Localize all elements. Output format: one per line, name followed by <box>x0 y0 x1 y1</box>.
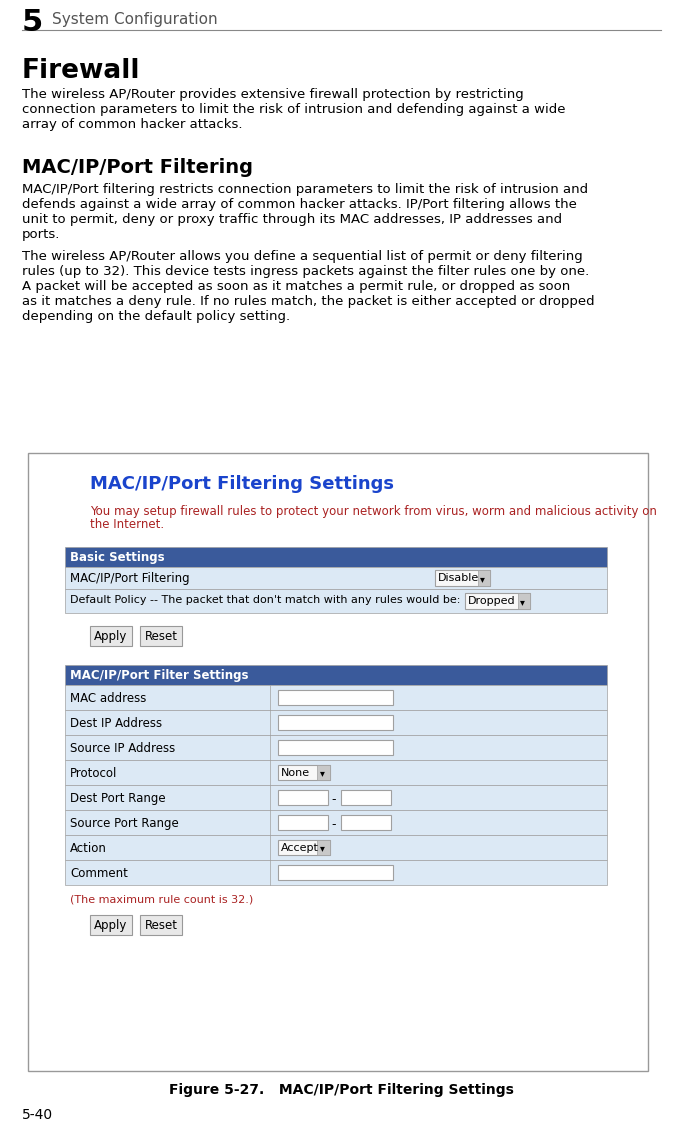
Bar <box>278 740 393 755</box>
Text: Firewall: Firewall <box>22 58 141 83</box>
Text: A packet will be accepted as soon as it matches a permit rule, or dropped as soo: A packet will be accepted as soon as it … <box>22 280 570 293</box>
Bar <box>65 666 607 685</box>
Text: Dropped: Dropped <box>468 596 516 606</box>
Text: MAC/IP/Port filtering restricts connection parameters to limit the risk of intru: MAC/IP/Port filtering restricts connecti… <box>22 183 588 196</box>
Bar <box>90 915 132 935</box>
Text: The wireless AP/Router provides extensive firewall protection by restricting: The wireless AP/Router provides extensiv… <box>22 88 524 102</box>
Text: depending on the default policy setting.: depending on the default policy setting. <box>22 310 290 323</box>
Bar <box>478 570 490 587</box>
Text: 5: 5 <box>22 8 43 37</box>
Bar <box>278 690 393 705</box>
Text: Dest Port Range: Dest Port Range <box>70 792 165 805</box>
Bar <box>65 735 607 760</box>
Bar <box>65 835 607 860</box>
Bar <box>65 810 607 835</box>
Text: Apply: Apply <box>94 631 128 643</box>
Bar <box>317 840 330 855</box>
Text: ▾: ▾ <box>520 597 525 607</box>
Text: System Configuration: System Configuration <box>52 12 218 27</box>
Text: Protocol: Protocol <box>70 767 117 779</box>
Bar <box>278 840 330 855</box>
Bar <box>435 570 490 587</box>
Bar <box>90 626 132 646</box>
Bar <box>317 765 330 779</box>
Text: MAC/IP/Port Filtering Settings: MAC/IP/Port Filtering Settings <box>90 475 394 493</box>
Text: ports.: ports. <box>22 228 60 241</box>
Text: Source Port Range: Source Port Range <box>70 817 179 830</box>
Text: You may setup firewall rules to protect your network from virus, worm and malici: You may setup firewall rules to protect … <box>90 505 657 518</box>
Bar <box>65 860 607 885</box>
Bar <box>65 785 607 810</box>
Bar <box>278 715 393 730</box>
Text: unit to permit, deny or proxy traffic through its MAC addresses, IP addresses an: unit to permit, deny or proxy traffic th… <box>22 213 562 226</box>
Text: array of common hacker attacks.: array of common hacker attacks. <box>22 118 242 131</box>
Bar <box>465 593 530 609</box>
Text: as it matches a deny rule. If no rules match, the packet is either accepted or d: as it matches a deny rule. If no rules m… <box>22 296 595 308</box>
Text: -: - <box>331 793 335 807</box>
Text: MAC/IP/Port Filtering: MAC/IP/Port Filtering <box>70 572 190 585</box>
Text: the Internet.: the Internet. <box>90 518 164 531</box>
Bar <box>28 453 648 1070</box>
Bar <box>341 816 391 830</box>
Text: Default Policy -- The packet that don't match with any rules would be:: Default Policy -- The packet that don't … <box>70 594 460 605</box>
Text: Accept: Accept <box>281 843 319 853</box>
Text: MAC address: MAC address <box>70 691 146 705</box>
Text: ▾: ▾ <box>320 843 325 853</box>
Text: 5-40: 5-40 <box>22 1108 53 1122</box>
Bar <box>518 593 530 609</box>
Bar <box>278 816 328 830</box>
Text: Comment: Comment <box>70 867 128 880</box>
Bar <box>65 589 607 613</box>
Text: None: None <box>281 768 310 778</box>
Text: Basic Settings: Basic Settings <box>70 550 165 564</box>
Text: Action: Action <box>70 841 107 855</box>
Bar <box>341 790 391 805</box>
Bar <box>140 915 182 935</box>
Text: Source IP Address: Source IP Address <box>70 742 176 755</box>
Text: Figure 5-27.   MAC/IP/Port Filtering Settings: Figure 5-27. MAC/IP/Port Filtering Setti… <box>169 1083 514 1098</box>
Text: (The maximum rule count is 32.): (The maximum rule count is 32.) <box>70 895 253 905</box>
Text: MAC/IP/Port Filter Settings: MAC/IP/Port Filter Settings <box>70 669 249 682</box>
Text: The wireless AP/Router allows you define a sequential list of permit or deny fil: The wireless AP/Router allows you define… <box>22 250 583 263</box>
Text: Apply: Apply <box>94 919 128 932</box>
Text: connection parameters to limit the risk of intrusion and defending against a wid: connection parameters to limit the risk … <box>22 103 566 116</box>
Text: Dest IP Address: Dest IP Address <box>70 717 162 730</box>
Bar <box>140 626 182 646</box>
Text: Reset: Reset <box>145 631 178 643</box>
Text: Disable: Disable <box>438 573 479 583</box>
Text: ▾: ▾ <box>320 768 325 778</box>
Bar <box>65 567 607 589</box>
Text: Reset: Reset <box>145 919 178 932</box>
Text: ▾: ▾ <box>480 574 485 584</box>
Bar <box>278 790 328 805</box>
Bar <box>65 710 607 735</box>
Bar <box>65 760 607 785</box>
Bar <box>65 547 607 567</box>
Bar <box>278 865 393 880</box>
Text: defends against a wide array of common hacker attacks. IP/Port filtering allows : defends against a wide array of common h… <box>22 199 577 211</box>
Bar <box>278 765 330 779</box>
Bar <box>65 685 607 710</box>
Text: rules (up to 32). This device tests ingress packets against the filter rules one: rules (up to 32). This device tests ingr… <box>22 265 589 277</box>
Text: -: - <box>331 818 335 831</box>
Text: MAC/IP/Port Filtering: MAC/IP/Port Filtering <box>22 158 253 177</box>
